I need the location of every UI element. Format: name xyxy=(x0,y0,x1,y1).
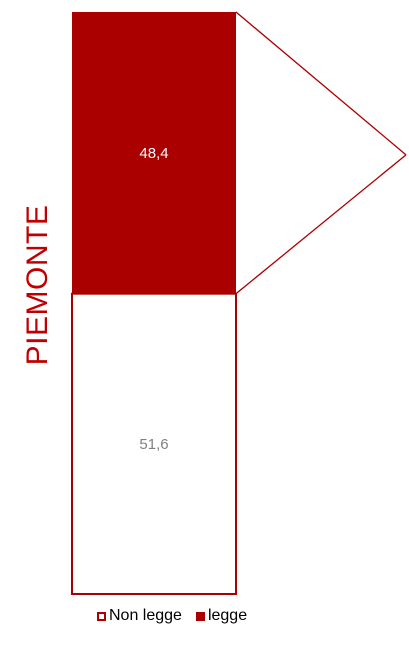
legend-label-non-legge: Non legge xyxy=(109,607,182,624)
legend-swatch-legge xyxy=(195,611,205,621)
bar-segment-non-legge xyxy=(71,292,237,595)
connector-line-bottom xyxy=(235,154,407,295)
legend: Non legge legge xyxy=(97,607,261,625)
data-label-legge: 48,4 xyxy=(139,145,168,162)
legend-item-legge: legge xyxy=(195,607,248,625)
legend-swatch-non-legge xyxy=(97,611,106,621)
data-label-non-legge: 51,6 xyxy=(139,436,168,453)
legend-label-legge: legge xyxy=(207,607,248,624)
category-label: PIEMONTE xyxy=(21,204,54,366)
legend-item-non-legge: Non legge xyxy=(97,607,182,625)
connector-line-top xyxy=(235,11,407,156)
bar-segment-legge xyxy=(72,12,236,294)
